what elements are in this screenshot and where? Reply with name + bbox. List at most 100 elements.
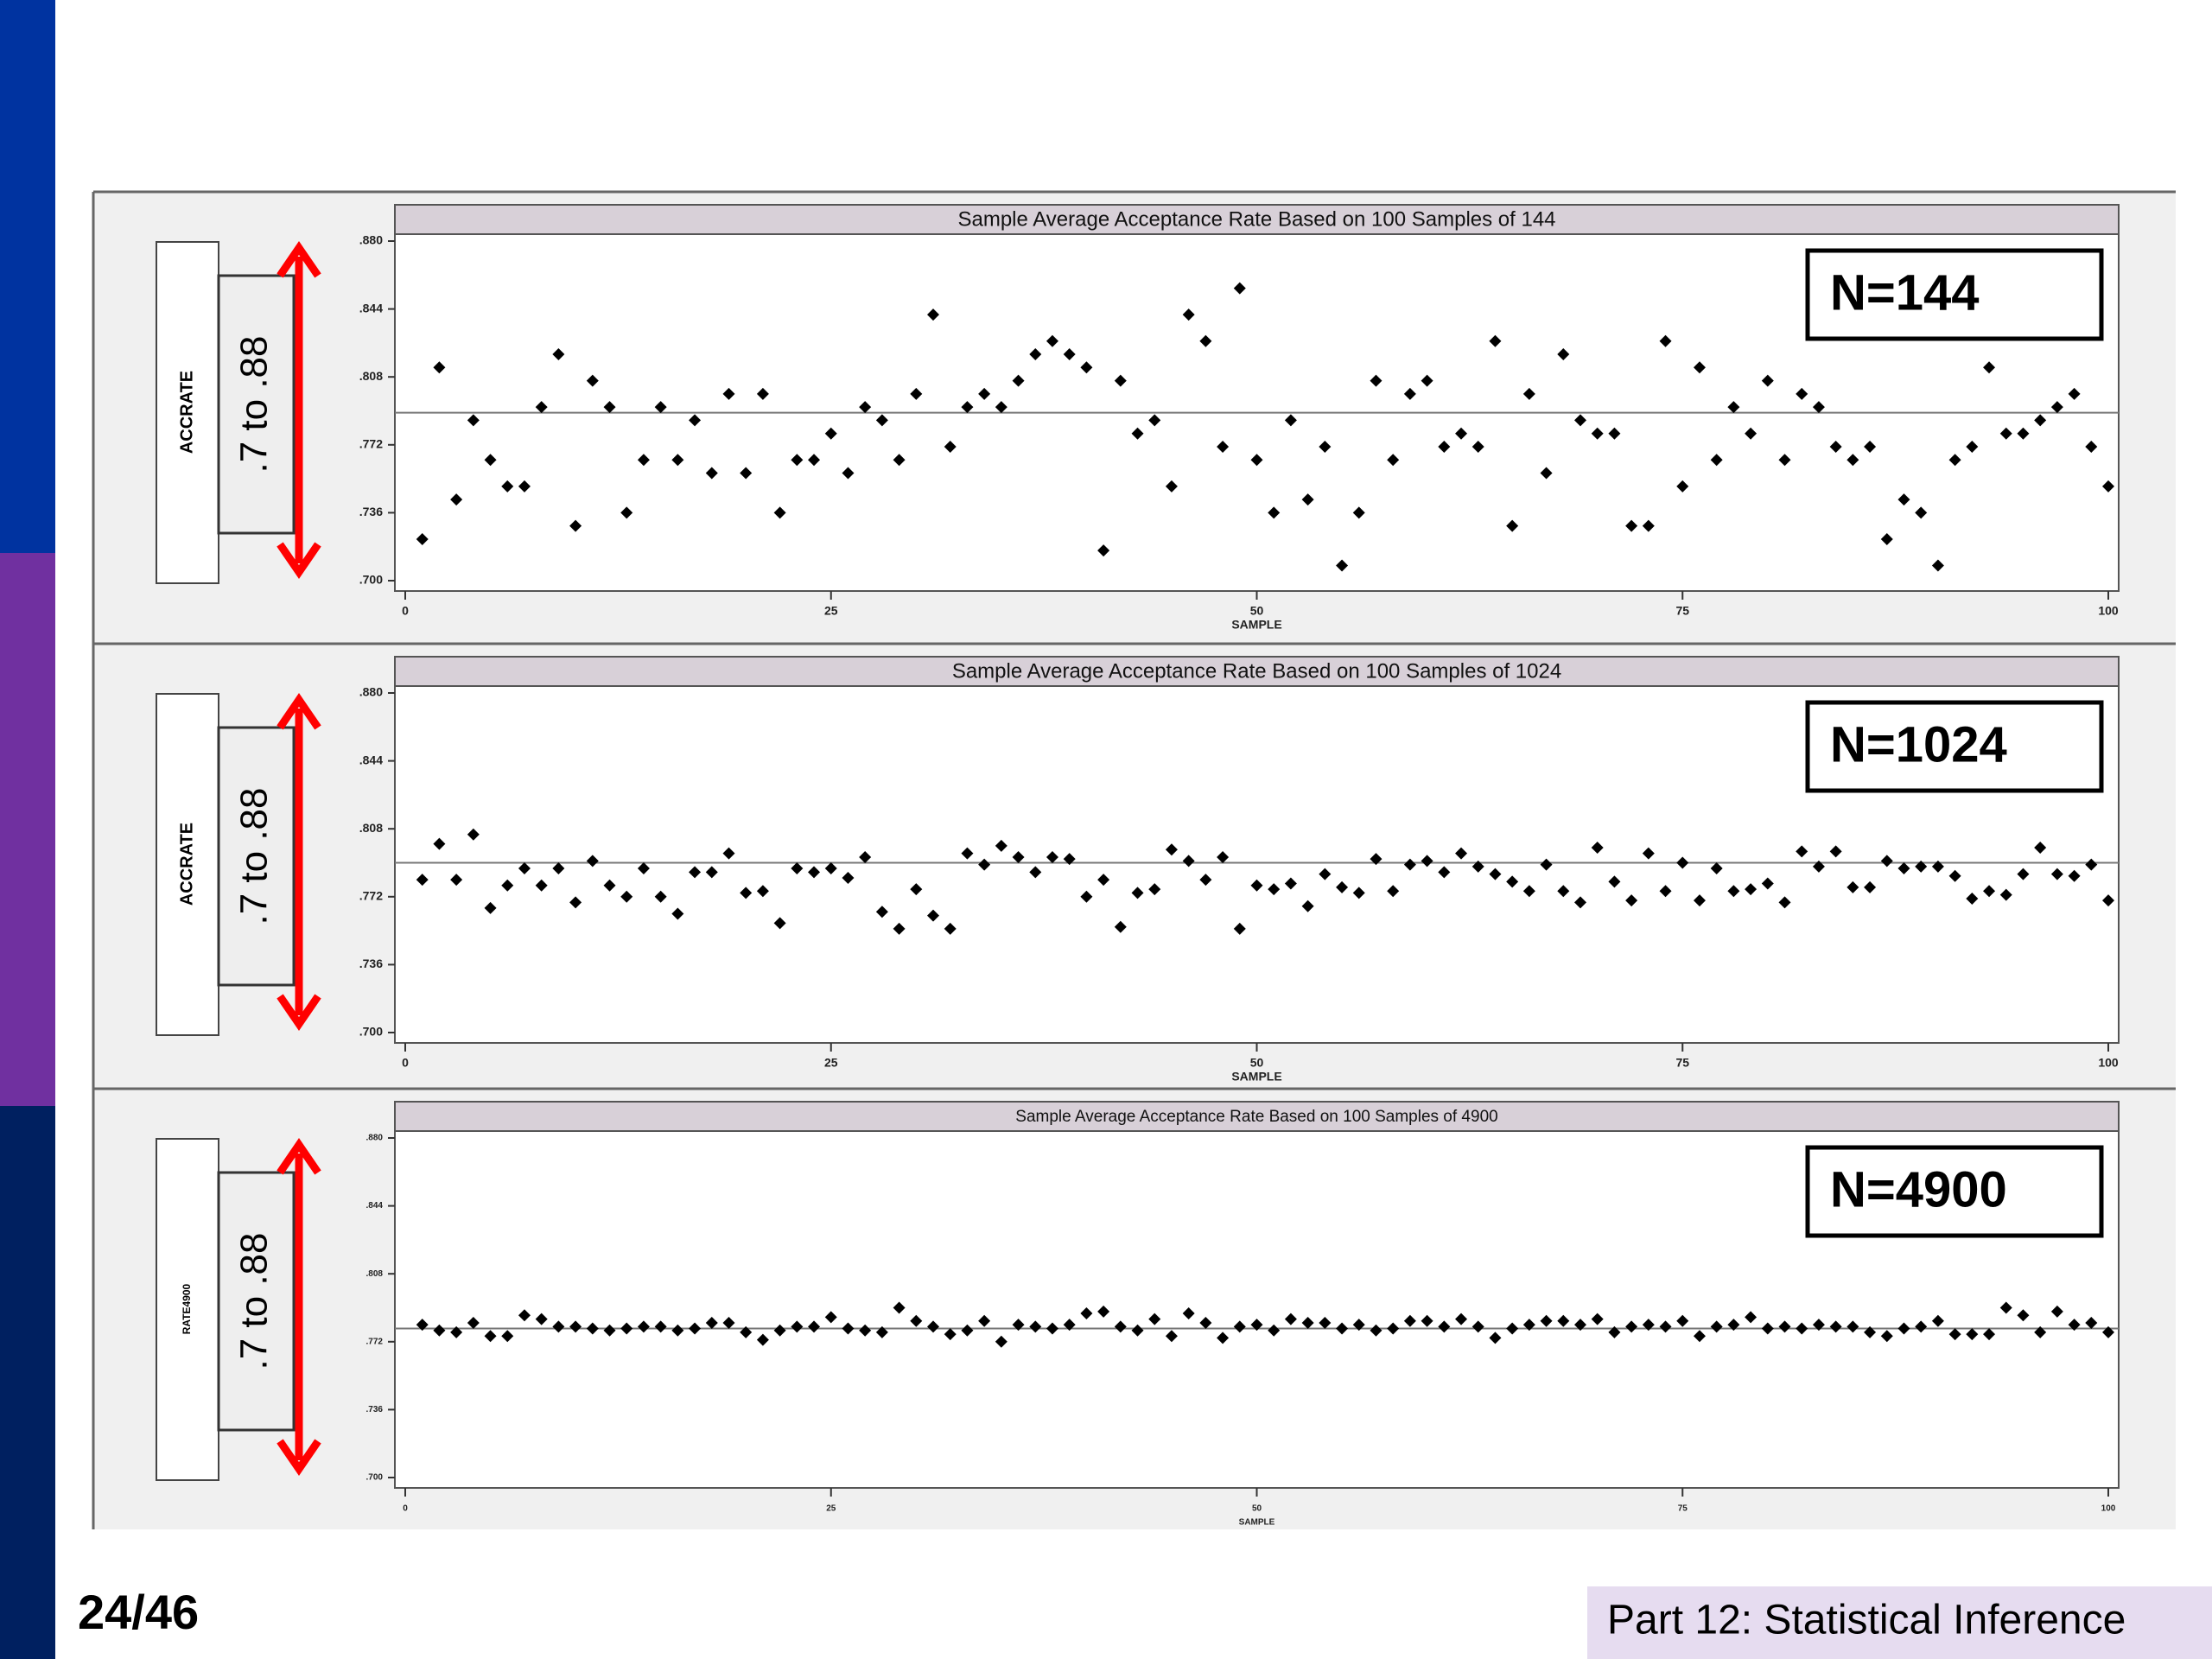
data-point	[808, 1320, 821, 1333]
data-point	[1642, 847, 1655, 860]
data-point	[1421, 855, 1433, 868]
y-tick-label: .880	[366, 1134, 384, 1143]
data-point	[518, 480, 531, 493]
data-point	[1080, 361, 1093, 374]
data-point	[910, 1314, 923, 1327]
data-point	[824, 427, 837, 440]
data-point	[1812, 401, 1825, 414]
x-tick-label: 25	[826, 1504, 836, 1514]
data-point	[1217, 850, 1230, 863]
data-point	[875, 1325, 888, 1338]
data-point	[1046, 850, 1058, 863]
data-point	[1268, 1324, 1281, 1337]
side-bar-purple	[0, 553, 55, 1106]
x-tick-label: 50	[1250, 604, 1264, 618]
data-point	[1710, 454, 1723, 467]
data-point	[722, 387, 735, 400]
data-point	[1931, 1314, 1944, 1327]
data-point	[433, 1324, 446, 1337]
data-point	[1336, 880, 1349, 893]
x-tick-label: 0	[402, 604, 409, 618]
data-point	[1029, 348, 1042, 360]
data-point	[1778, 454, 1791, 467]
data-point	[1761, 877, 1774, 890]
data-point	[416, 874, 429, 887]
data-point	[1284, 877, 1297, 890]
data-point	[1182, 1307, 1195, 1320]
data-point	[1403, 387, 1416, 400]
range-arrow-head	[276, 542, 321, 579]
data-point	[569, 1320, 582, 1333]
data-point	[791, 1320, 804, 1333]
data-point	[1012, 850, 1025, 863]
data-point	[1948, 869, 1961, 882]
data-point	[1471, 1320, 1484, 1333]
data-point	[552, 1320, 565, 1333]
data-point	[1812, 1319, 1825, 1332]
x-tick-label: 75	[1675, 1056, 1689, 1070]
data-point	[2068, 869, 2081, 882]
data-point	[1710, 862, 1723, 875]
data-point	[859, 401, 872, 414]
data-point	[1608, 875, 1621, 888]
data-point	[1659, 885, 1672, 898]
data-point	[1301, 493, 1314, 506]
data-point	[1829, 1320, 1842, 1333]
data-point	[654, 1320, 667, 1333]
data-point	[1915, 1320, 1928, 1333]
data-point	[1506, 519, 1519, 532]
data-point	[1693, 1330, 1706, 1343]
data-point	[740, 887, 753, 899]
range-box	[217, 274, 296, 535]
data-point	[1727, 401, 1740, 414]
data-point	[1387, 885, 1400, 898]
data-point	[808, 866, 821, 879]
data-point	[2017, 868, 2030, 880]
data-point	[1489, 868, 1502, 880]
data-point	[535, 879, 548, 892]
data-point	[1250, 1319, 1263, 1332]
n-label: N=144	[1830, 264, 1980, 321]
data-point	[2102, 894, 2114, 907]
data-point	[467, 414, 480, 427]
data-point	[1659, 1320, 1672, 1333]
y-tick-label: .772	[366, 1337, 384, 1346]
data-point	[1999, 427, 2012, 440]
data-point	[961, 1324, 974, 1337]
data-point	[893, 1301, 906, 1314]
data-point	[1403, 858, 1416, 871]
data-point	[416, 532, 429, 545]
data-point	[1983, 885, 1996, 898]
y-tick-label: .700	[366, 1473, 384, 1483]
data-point	[1250, 454, 1263, 467]
data-point	[620, 890, 633, 903]
data-point	[1745, 883, 1758, 896]
data-point	[552, 348, 565, 360]
data-point	[859, 850, 872, 863]
data-point	[1676, 1314, 1689, 1327]
data-point	[1029, 866, 1042, 879]
y-label-box	[156, 693, 219, 1036]
y-tick-label: .844	[359, 753, 383, 766]
data-point	[910, 883, 923, 896]
data-point	[791, 862, 804, 875]
data-point	[2017, 1309, 2030, 1322]
data-point	[689, 866, 702, 879]
data-point	[433, 361, 446, 374]
data-point	[1897, 1322, 1910, 1335]
data-point	[1557, 885, 1570, 898]
data-point	[603, 401, 616, 414]
data-point	[1284, 414, 1297, 427]
data-point	[450, 493, 463, 506]
data-point	[2017, 427, 2030, 440]
data-point	[1591, 842, 1604, 855]
y-tick-label: .772	[359, 889, 383, 903]
data-point	[978, 1314, 991, 1327]
y-tick-label: .736	[359, 505, 383, 518]
data-point	[552, 862, 565, 875]
data-point	[1642, 1319, 1655, 1332]
data-point	[875, 906, 888, 918]
data-point	[1455, 427, 1468, 440]
data-point	[1999, 888, 2012, 901]
data-point	[1063, 348, 1076, 360]
